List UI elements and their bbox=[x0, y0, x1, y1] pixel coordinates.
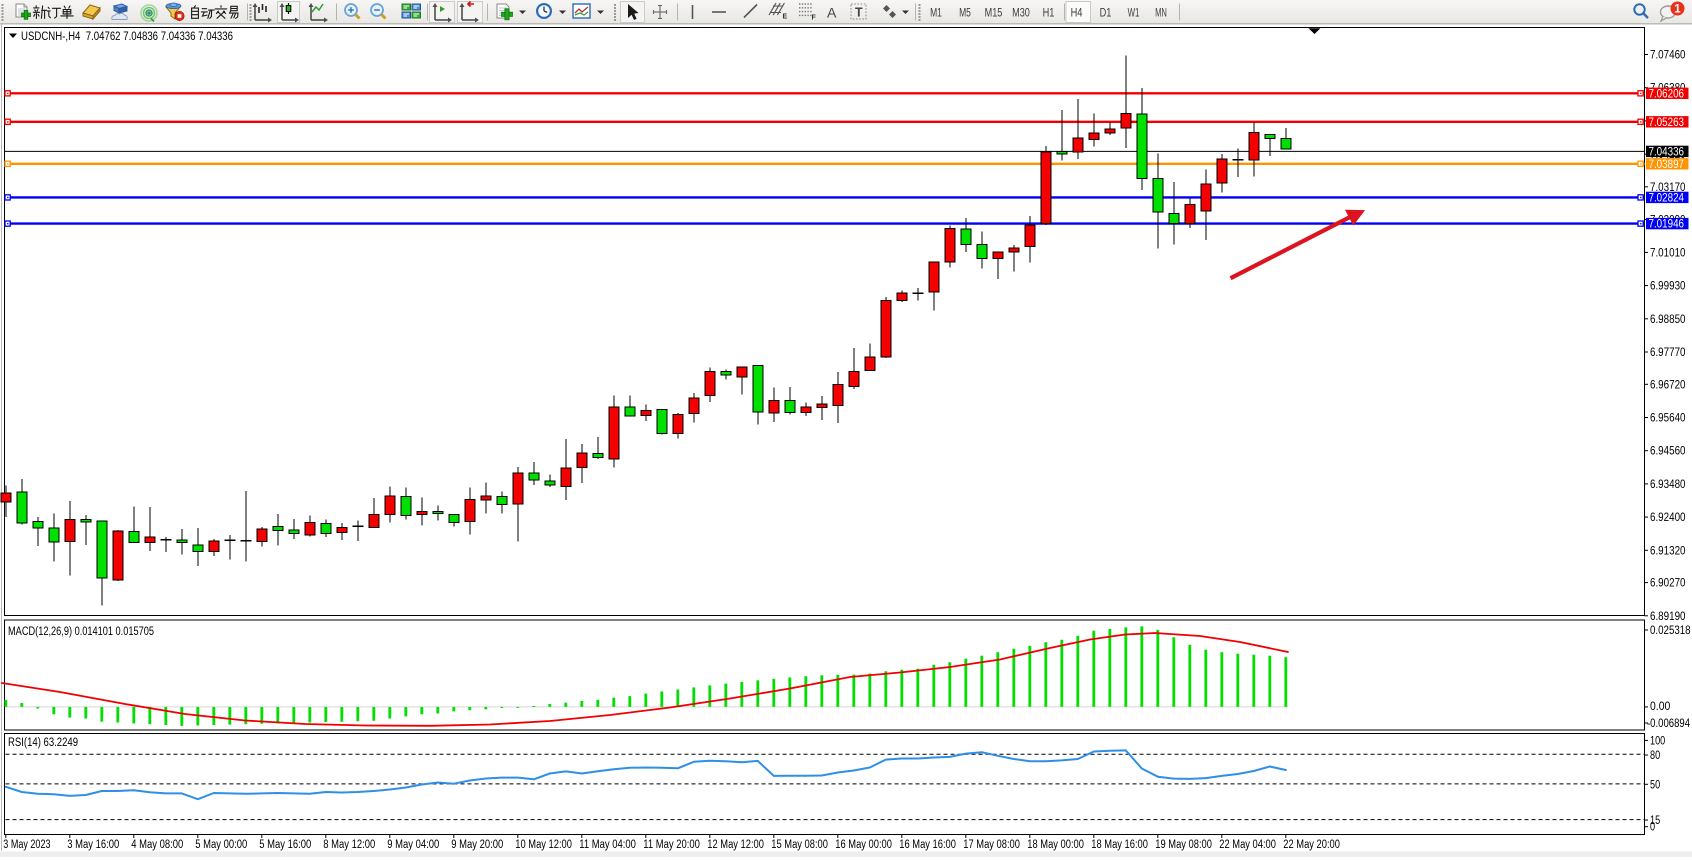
svg-text:9 May 20:00: 9 May 20:00 bbox=[451, 839, 503, 851]
svg-text:9 May 04:00: 9 May 04:00 bbox=[387, 839, 439, 851]
svg-text:M5: M5 bbox=[959, 8, 971, 20]
svg-text:7.03897: 7.03897 bbox=[1649, 159, 1684, 171]
svg-text:6.97770: 6.97770 bbox=[1650, 347, 1685, 359]
svg-text:6.91320: 6.91320 bbox=[1650, 545, 1685, 557]
svg-text:15 May 08:00: 15 May 08:00 bbox=[771, 839, 828, 851]
svg-text:T: T bbox=[855, 6, 863, 20]
svg-text:H1: H1 bbox=[1043, 8, 1055, 20]
svg-text:F: F bbox=[812, 15, 817, 22]
svg-text:8 May 12:00: 8 May 12:00 bbox=[323, 839, 375, 851]
svg-text:D1: D1 bbox=[1100, 8, 1112, 20]
svg-text:3 May 16:00: 3 May 16:00 bbox=[67, 839, 119, 851]
svg-text:100: 100 bbox=[1650, 735, 1665, 747]
svg-text:0.025318: 0.025318 bbox=[1650, 625, 1691, 637]
svg-text:-0.006894: -0.006894 bbox=[1647, 718, 1691, 730]
svg-text:MACD(12,26,9) 0.014101 0.01570: MACD(12,26,9) 0.014101 0.015705 bbox=[8, 626, 154, 638]
svg-text:16 May 16:00: 16 May 16:00 bbox=[899, 839, 956, 851]
svg-text:7.01010: 7.01010 bbox=[1650, 247, 1685, 259]
svg-text:16 May 00:00: 16 May 00:00 bbox=[835, 839, 892, 851]
svg-text:12 May 12:00: 12 May 12:00 bbox=[707, 839, 764, 851]
svg-text:7.04336: 7.04336 bbox=[1649, 146, 1684, 158]
svg-text:0.00: 0.00 bbox=[1650, 701, 1670, 713]
svg-text:6.94560: 6.94560 bbox=[1650, 446, 1685, 458]
svg-text:USDCNH-,H4 7.04762 7.04836 7.: USDCNH-,H4 7.04762 7.04836 7.04336 7.043… bbox=[21, 31, 233, 43]
svg-text:11 May 20:00: 11 May 20:00 bbox=[643, 839, 700, 851]
svg-text:22 May 04:00: 22 May 04:00 bbox=[1219, 839, 1276, 851]
svg-text:18 May 16:00: 18 May 16:00 bbox=[1091, 839, 1148, 851]
svg-text:10 May 12:00: 10 May 12:00 bbox=[515, 839, 572, 851]
svg-text:7.01946: 7.01946 bbox=[1649, 219, 1684, 231]
svg-text:6.89190: 6.89190 bbox=[1650, 611, 1685, 623]
svg-text:5 May 16:00: 5 May 16:00 bbox=[259, 839, 311, 851]
svg-text:22 May 20:00: 22 May 20:00 bbox=[1283, 839, 1340, 851]
svg-text:H4: H4 bbox=[1071, 8, 1083, 20]
svg-text:11 May 04:00: 11 May 04:00 bbox=[579, 839, 636, 851]
svg-text:6.98850: 6.98850 bbox=[1650, 314, 1685, 326]
svg-text:50: 50 bbox=[1650, 779, 1660, 791]
svg-text:19 May 08:00: 19 May 08:00 bbox=[1155, 839, 1212, 851]
svg-text:7.06206: 7.06206 bbox=[1649, 88, 1684, 100]
svg-text:6.93480: 6.93480 bbox=[1650, 479, 1685, 491]
svg-text:5 May 00:00: 5 May 00:00 bbox=[195, 839, 247, 851]
svg-text:M1: M1 bbox=[930, 8, 942, 20]
svg-text:6.92400: 6.92400 bbox=[1650, 512, 1685, 524]
svg-text:17 May 08:00: 17 May 08:00 bbox=[963, 839, 1020, 851]
svg-text:1: 1 bbox=[1674, 4, 1681, 16]
svg-text:RSI(14) 63.2249: RSI(14) 63.2249 bbox=[8, 737, 78, 749]
svg-text:6.90270: 6.90270 bbox=[1650, 578, 1685, 590]
svg-text:A: A bbox=[827, 5, 837, 21]
svg-text:W1: W1 bbox=[1128, 8, 1140, 20]
svg-text:3 May 2023: 3 May 2023 bbox=[3, 839, 50, 851]
svg-text:6.96720: 6.96720 bbox=[1650, 379, 1685, 391]
svg-text:6.95640: 6.95640 bbox=[1650, 413, 1685, 425]
svg-text:18 May 00:00: 18 May 00:00 bbox=[1027, 839, 1084, 851]
svg-text:6.99930: 6.99930 bbox=[1650, 281, 1685, 293]
svg-text:7.02824: 7.02824 bbox=[1649, 192, 1685, 204]
svg-text:7.03170: 7.03170 bbox=[1650, 182, 1685, 194]
svg-text:7.05263: 7.05263 bbox=[1649, 117, 1684, 129]
svg-text:M15: M15 bbox=[985, 8, 1003, 20]
svg-text:E: E bbox=[783, 14, 788, 21]
svg-text:4 May 08:00: 4 May 08:00 bbox=[131, 839, 183, 851]
svg-text:80: 80 bbox=[1650, 750, 1660, 762]
svg-text:MN: MN bbox=[1155, 8, 1167, 20]
svg-text:0: 0 bbox=[1650, 822, 1655, 834]
svg-text:15: 15 bbox=[1650, 815, 1660, 827]
svg-text:M30: M30 bbox=[1012, 8, 1030, 20]
svg-text:7.07460: 7.07460 bbox=[1650, 50, 1685, 62]
